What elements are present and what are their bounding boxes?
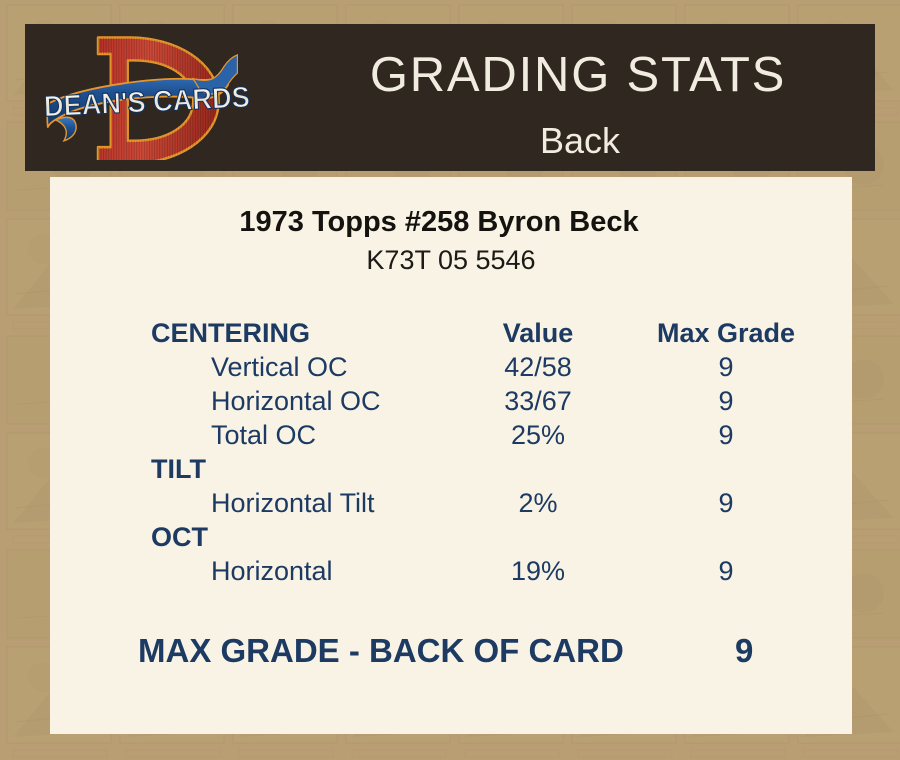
svg-text:DEAN'S CARDS: DEAN'S CARDS [43,80,250,123]
